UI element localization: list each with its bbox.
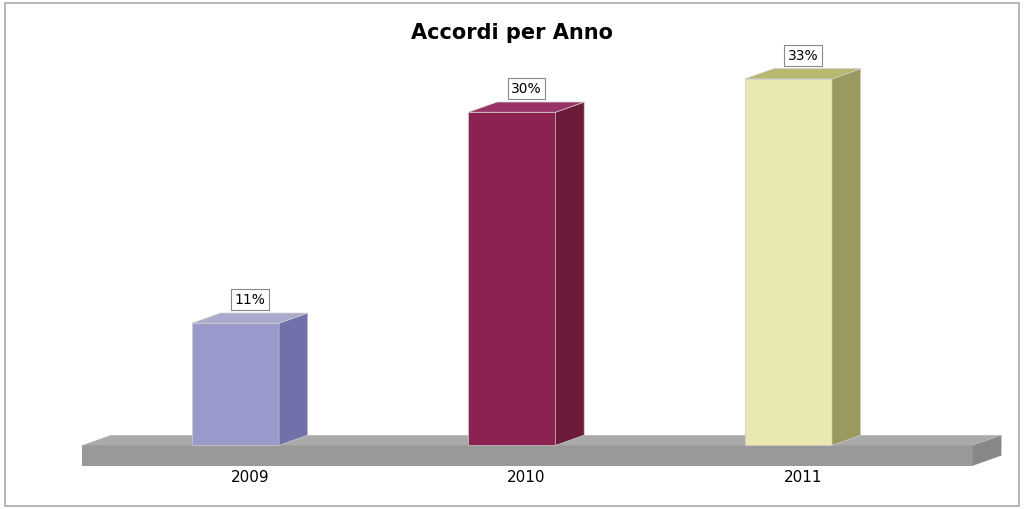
- Text: 33%: 33%: [787, 48, 818, 63]
- Text: 30%: 30%: [511, 82, 542, 96]
- Polygon shape: [279, 313, 307, 445]
- Text: 11%: 11%: [234, 293, 265, 307]
- Text: 2009: 2009: [230, 470, 269, 485]
- Polygon shape: [82, 445, 973, 466]
- Polygon shape: [745, 79, 831, 445]
- Polygon shape: [555, 102, 584, 445]
- Text: 2010: 2010: [507, 470, 546, 485]
- Polygon shape: [469, 112, 555, 445]
- Polygon shape: [193, 323, 279, 445]
- Polygon shape: [82, 435, 1001, 445]
- Polygon shape: [193, 313, 307, 323]
- Text: Accordi per Anno: Accordi per Anno: [411, 23, 613, 43]
- Polygon shape: [973, 435, 1001, 466]
- Polygon shape: [469, 102, 584, 112]
- Polygon shape: [745, 69, 860, 79]
- Polygon shape: [831, 69, 860, 445]
- Text: 2011: 2011: [783, 470, 822, 485]
